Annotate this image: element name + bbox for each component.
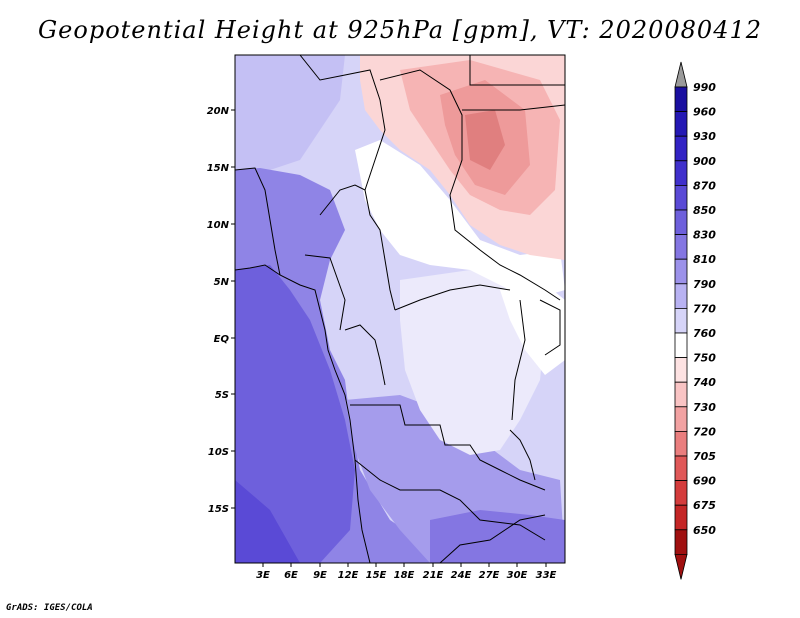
lon-label: 18E bbox=[394, 570, 415, 581]
border-west-1 bbox=[235, 167, 281, 276]
colorbar-level-label: 760 bbox=[693, 327, 716, 340]
lon-label: 3E bbox=[256, 570, 270, 581]
lat-label: 20N bbox=[207, 106, 230, 117]
colorbar-swatch bbox=[674, 332, 688, 359]
border-congo bbox=[344, 324, 386, 386]
lon-label: 27E bbox=[479, 570, 500, 581]
colorbar-level-label: 960 bbox=[693, 106, 716, 119]
colorbar-level-label: 675 bbox=[693, 499, 716, 512]
lat-label: 15S bbox=[208, 504, 229, 515]
colorbar-swatch bbox=[674, 455, 688, 482]
lat-label: 15N bbox=[207, 163, 230, 174]
colorbar-level-label: 990 bbox=[693, 81, 716, 94]
lon-label: 30E bbox=[507, 570, 528, 581]
border-north-east bbox=[462, 104, 565, 111]
colorbar-swatch bbox=[674, 283, 688, 309]
field-pink-core bbox=[465, 110, 505, 170]
lat-axis: 20N 15N 10N 5N EQ 5S 10S 15S bbox=[207, 106, 235, 515]
lake-tanganyika bbox=[509, 429, 536, 481]
field-nw-band bbox=[235, 55, 345, 175]
colorbar-swatch bbox=[674, 406, 688, 432]
colorbar-level-label: 730 bbox=[693, 401, 716, 414]
lon-label: 33E bbox=[536, 570, 557, 581]
border-sudan bbox=[379, 69, 561, 301]
lat-label: EQ bbox=[214, 334, 230, 345]
colorbar-level-label: 870 bbox=[693, 179, 716, 192]
field-white-zone bbox=[355, 140, 565, 300]
colorbar-level-label: 810 bbox=[693, 253, 716, 266]
colorbar-swatch bbox=[674, 160, 688, 186]
colorbar-bottom-arrow bbox=[674, 554, 688, 580]
border-east-lakes bbox=[511, 299, 526, 421]
field-atlantic bbox=[235, 265, 355, 563]
border-libya-egypt bbox=[469, 55, 565, 86]
colorbar-level-label: 740 bbox=[693, 376, 716, 389]
lon-axis: 3E 6E 9E 12E 15E 18E 21E 24E 27E 30E 33E bbox=[256, 563, 557, 581]
border-cameroon bbox=[304, 254, 346, 331]
colorbar-swatch bbox=[674, 430, 688, 457]
map-title: Geopotential Height at 925hPa [gpm], VT:… bbox=[38, 16, 762, 44]
lat-label: 5N bbox=[214, 277, 230, 288]
colorbar-swatch bbox=[674, 135, 688, 162]
field-east-white bbox=[500, 280, 565, 375]
lon-label: 12E bbox=[338, 570, 359, 581]
colorbar-swatch bbox=[674, 529, 688, 555]
colorbar-swatch bbox=[674, 480, 688, 506]
border-south bbox=[439, 514, 546, 563]
border-nigeria bbox=[319, 184, 366, 216]
border-chad-west bbox=[299, 55, 396, 311]
border-kenya bbox=[539, 299, 561, 356]
colorbar-level-label: 650 bbox=[693, 524, 716, 537]
colorbar-level-label: 830 bbox=[693, 229, 716, 242]
colorbar-swatch bbox=[674, 357, 688, 383]
colorbar-swatch bbox=[674, 111, 688, 137]
colorbar-top-arrow bbox=[674, 61, 688, 88]
lat-label: 10N bbox=[207, 220, 230, 231]
coastline bbox=[235, 264, 371, 563]
colorbar-level-label: 705 bbox=[693, 450, 716, 463]
field-south-deep bbox=[430, 510, 565, 563]
lat-label: 10S bbox=[208, 447, 229, 458]
colorbar-swatch bbox=[674, 209, 688, 236]
colorbar-level-label: 720 bbox=[693, 425, 716, 438]
colorbar-swatch bbox=[674, 258, 688, 285]
colorbar-level-label: 850 bbox=[693, 204, 716, 217]
lon-label: 24E bbox=[451, 570, 472, 581]
field-atlantic-deep bbox=[235, 480, 300, 563]
colorbar-level-label: 790 bbox=[693, 278, 716, 291]
colorbar: 990 960 930 900 870 850 830 810 790 770 760 750 740 7… bbox=[674, 61, 716, 580]
colorbar-level-label: 900 bbox=[693, 155, 716, 168]
colorbar-level-label: 750 bbox=[693, 352, 716, 365]
colorbar-level-label: 770 bbox=[693, 302, 716, 315]
colorbar-level-label: 690 bbox=[693, 475, 716, 488]
lat-label: 5S bbox=[215, 390, 229, 401]
colorbar-level-label: 930 bbox=[693, 130, 716, 143]
border-angola-drc bbox=[350, 404, 546, 491]
colorbar-swatch bbox=[674, 86, 688, 113]
colorbar-swatch bbox=[674, 381, 688, 408]
lon-label: 6E bbox=[284, 570, 298, 581]
lon-label: 21E bbox=[423, 570, 444, 581]
colorbar-swatch bbox=[674, 184, 688, 211]
colorbar-swatch bbox=[674, 307, 688, 334]
lon-label: 9E bbox=[313, 570, 327, 581]
grads-credit: GrADS: IGES/COLA bbox=[6, 603, 93, 613]
height-field bbox=[235, 55, 565, 563]
lon-label: 15E bbox=[366, 570, 387, 581]
borders bbox=[235, 55, 565, 563]
map-frame bbox=[234, 54, 566, 564]
colorbar-swatch bbox=[674, 504, 688, 531]
colorbar-swatch bbox=[674, 234, 688, 260]
border-car bbox=[394, 284, 511, 311]
